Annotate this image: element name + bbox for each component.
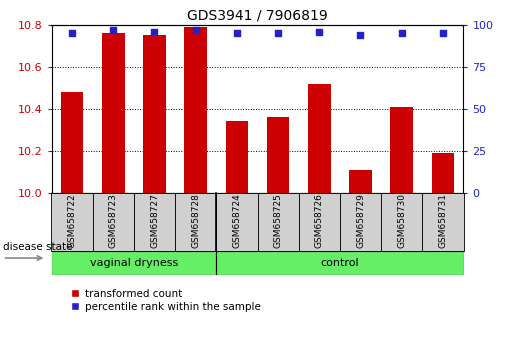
Bar bbox=[258, 193, 299, 251]
Point bbox=[109, 27, 117, 33]
Text: GSM658725: GSM658725 bbox=[273, 194, 283, 249]
Bar bbox=[52, 251, 216, 275]
Point bbox=[192, 27, 200, 33]
Bar bbox=[299, 193, 340, 251]
Text: control: control bbox=[320, 258, 359, 268]
Bar bbox=[52, 193, 93, 251]
Point bbox=[150, 29, 159, 34]
Point bbox=[233, 30, 241, 36]
Text: GSM658730: GSM658730 bbox=[397, 194, 406, 249]
Text: GSM658728: GSM658728 bbox=[191, 194, 200, 249]
Bar bbox=[308, 84, 331, 193]
Bar bbox=[134, 193, 175, 251]
Bar bbox=[216, 193, 258, 251]
Point bbox=[68, 30, 76, 36]
Bar bbox=[175, 193, 216, 251]
Bar bbox=[93, 193, 134, 251]
Bar bbox=[61, 92, 83, 193]
Text: vaginal dryness: vaginal dryness bbox=[90, 258, 178, 268]
Bar bbox=[267, 117, 289, 193]
Bar bbox=[390, 107, 413, 193]
Bar bbox=[340, 193, 381, 251]
Text: GSM658726: GSM658726 bbox=[315, 194, 324, 249]
Bar bbox=[143, 35, 166, 193]
Point bbox=[398, 30, 406, 36]
Text: GSM658724: GSM658724 bbox=[232, 194, 242, 249]
Bar bbox=[432, 153, 454, 193]
Legend: transformed count, percentile rank within the sample: transformed count, percentile rank withi… bbox=[67, 285, 265, 316]
Text: GSM658729: GSM658729 bbox=[356, 194, 365, 249]
Text: GSM658723: GSM658723 bbox=[109, 194, 118, 249]
Bar bbox=[102, 33, 125, 193]
Text: disease state: disease state bbox=[3, 242, 72, 252]
Text: GSM658727: GSM658727 bbox=[150, 194, 159, 249]
Point bbox=[274, 30, 282, 36]
Point bbox=[356, 32, 365, 38]
Bar bbox=[216, 251, 464, 275]
Bar bbox=[381, 193, 422, 251]
Point bbox=[315, 29, 323, 34]
Bar bbox=[184, 27, 207, 193]
Text: GSM658722: GSM658722 bbox=[67, 194, 77, 249]
Bar bbox=[422, 193, 464, 251]
Bar bbox=[349, 170, 372, 193]
Point bbox=[439, 30, 447, 36]
Bar bbox=[226, 121, 248, 193]
Text: GSM658731: GSM658731 bbox=[438, 194, 448, 249]
Title: GDS3941 / 7906819: GDS3941 / 7906819 bbox=[187, 8, 328, 22]
